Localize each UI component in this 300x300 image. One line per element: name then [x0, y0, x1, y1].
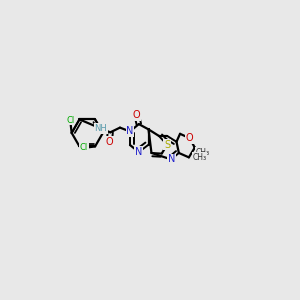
Text: N: N: [167, 154, 175, 164]
Text: N: N: [135, 147, 142, 157]
Text: O: O: [186, 133, 194, 143]
Text: CH₃: CH₃: [195, 148, 209, 157]
Text: Cl: Cl: [66, 116, 74, 125]
Text: NH: NH: [94, 124, 107, 133]
Text: S: S: [164, 140, 170, 150]
Text: N: N: [126, 126, 134, 136]
Text: Cl: Cl: [80, 143, 88, 152]
Text: CH₃: CH₃: [192, 153, 206, 162]
Text: O: O: [133, 110, 141, 120]
Text: O: O: [106, 137, 113, 147]
